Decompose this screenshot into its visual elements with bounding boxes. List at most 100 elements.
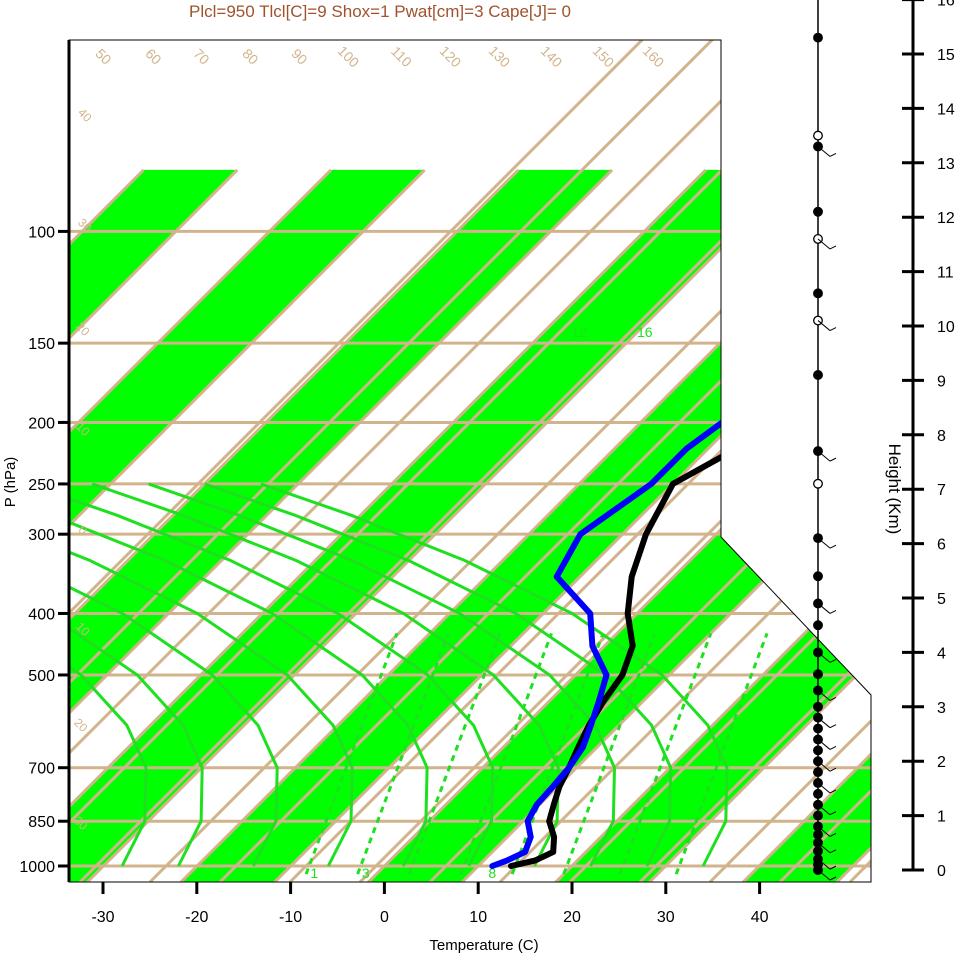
wind-marker bbox=[813, 571, 823, 582]
wind-barb-feather bbox=[829, 789, 837, 794]
height-tick-label: 1 bbox=[937, 809, 946, 826]
y-tick-label: 300 bbox=[28, 527, 55, 544]
isotherm-line bbox=[357, 168, 871, 882]
temperature-label: 20 bbox=[789, 589, 816, 616]
wind-barb bbox=[817, 782, 831, 794]
mixing-ratio-line bbox=[407, 632, 502, 875]
isotherm-label: 120 bbox=[437, 43, 465, 71]
wind-profile bbox=[813, 0, 837, 881]
wind-marker bbox=[813, 767, 823, 778]
isotherm-line bbox=[69, 168, 333, 882]
isotherm-label: 140 bbox=[538, 43, 566, 71]
wind-barb-feather bbox=[829, 609, 837, 614]
wind-marker bbox=[813, 370, 823, 380]
wind-barb-feather bbox=[829, 697, 837, 701]
mixing-ratio-line bbox=[562, 632, 656, 875]
height-tick-label: 3 bbox=[937, 700, 946, 717]
wind-barb bbox=[817, 238, 831, 250]
moist-adiabat-line bbox=[69, 482, 279, 867]
isotherm-label: 90 bbox=[288, 45, 310, 67]
chart-title: Plcl=950 Tlcl[C]=9 Shox=1 Pwat[cm]=3 Cap… bbox=[189, 2, 571, 21]
wind-barb-feather bbox=[829, 153, 837, 157]
height-tick-label: 15 bbox=[937, 47, 955, 64]
isotherm-line bbox=[544, 168, 871, 882]
temperature-band bbox=[69, 169, 613, 882]
temperature-profile-line bbox=[508, 241, 871, 869]
mixing-ratio-line bbox=[356, 632, 450, 875]
adiabat-line bbox=[498, 40, 871, 882]
wind-barb bbox=[817, 320, 831, 331]
y-tick-label: 850 bbox=[28, 814, 55, 831]
mixing-ratio-label: 16 bbox=[637, 324, 653, 340]
y-tick-label: 200 bbox=[28, 415, 55, 432]
wind-barb bbox=[817, 652, 831, 663]
wind-barb-feather bbox=[829, 544, 837, 549]
wind-barb-feather bbox=[829, 865, 837, 870]
height-tick-label: 14 bbox=[937, 101, 955, 118]
y-tick-label: 500 bbox=[28, 668, 55, 685]
isotherm-label: 150 bbox=[590, 43, 618, 71]
temperature-label: 10 bbox=[743, 535, 770, 562]
isotherm-label: 130 bbox=[486, 43, 514, 71]
adiabat-line bbox=[69, 40, 842, 882]
wind-barb bbox=[817, 146, 831, 157]
adiabat-line bbox=[568, 40, 871, 882]
adiabat-line bbox=[428, 40, 871, 882]
y-tick-label: 100 bbox=[28, 224, 55, 241]
x-tick-label: 30 bbox=[657, 909, 675, 926]
moist-adiabat-line bbox=[91, 482, 560, 867]
temperature-band bbox=[733, 169, 871, 882]
isotherm-label: 60 bbox=[142, 45, 164, 67]
wind-barb bbox=[817, 760, 831, 772]
height-tick-label: 12 bbox=[937, 210, 955, 227]
wind-barb-feather bbox=[829, 767, 837, 772]
wind-barb-feather bbox=[829, 658, 837, 663]
height-tick-label: 0 bbox=[937, 863, 946, 880]
isotherm-label: 100 bbox=[335, 43, 363, 71]
adiabat-line bbox=[218, 40, 871, 882]
mixing-ratio-line bbox=[674, 632, 769, 875]
mixing-ratio-label: 3 bbox=[362, 865, 370, 881]
wind-barb bbox=[817, 450, 831, 462]
wind-barb bbox=[817, 826, 831, 837]
wind-barb bbox=[817, 804, 831, 816]
isotherm-label: 70 bbox=[190, 45, 212, 67]
y-tick-label: 250 bbox=[28, 477, 55, 494]
temperature-label: 20 bbox=[721, 231, 748, 258]
height-tick-label: 9 bbox=[937, 373, 946, 390]
mixing-ratio-label: 8 bbox=[488, 865, 496, 881]
x-tick-label: 20 bbox=[563, 909, 581, 926]
wind-marker bbox=[813, 701, 823, 712]
isotherm-line bbox=[69, 168, 707, 882]
wind-marker bbox=[813, 829, 823, 840]
wind-marker bbox=[813, 32, 823, 43]
x-tick-label: 10 bbox=[469, 909, 487, 926]
y-tick-label: 150 bbox=[28, 336, 55, 353]
wind-barb-feather bbox=[829, 876, 837, 881]
isotherm-line bbox=[638, 168, 871, 882]
mixing-ratio-line bbox=[304, 632, 399, 875]
wind-marker bbox=[813, 723, 823, 734]
height-tick-label: 5 bbox=[937, 591, 946, 608]
x-tick-label: 40 bbox=[751, 909, 769, 926]
mixing-ratio-lines bbox=[69, 482, 769, 875]
isotherm-line bbox=[76, 168, 801, 882]
wind-barb bbox=[817, 858, 831, 870]
moist-adiabat-line bbox=[69, 482, 354, 867]
x-tick-label: -30 bbox=[91, 909, 114, 926]
wind-barb-feather bbox=[829, 811, 837, 816]
mixing-ratio-label: 1 bbox=[310, 865, 318, 881]
temperature-label: 0 bbox=[721, 458, 741, 478]
wind-barb bbox=[817, 537, 831, 549]
wind-barb-feather bbox=[829, 245, 837, 250]
height-tick-label: 16 bbox=[937, 0, 955, 10]
wind-marker bbox=[813, 130, 823, 141]
wind-marker bbox=[813, 288, 823, 299]
wind-barb-feather bbox=[829, 849, 837, 854]
x-axis-label: Temperature (C) bbox=[429, 937, 538, 954]
wind-barb-feather bbox=[829, 724, 837, 729]
wind-barb bbox=[817, 690, 831, 701]
x-tick-label: -20 bbox=[185, 909, 208, 926]
height-tick-label: 8 bbox=[937, 428, 946, 445]
